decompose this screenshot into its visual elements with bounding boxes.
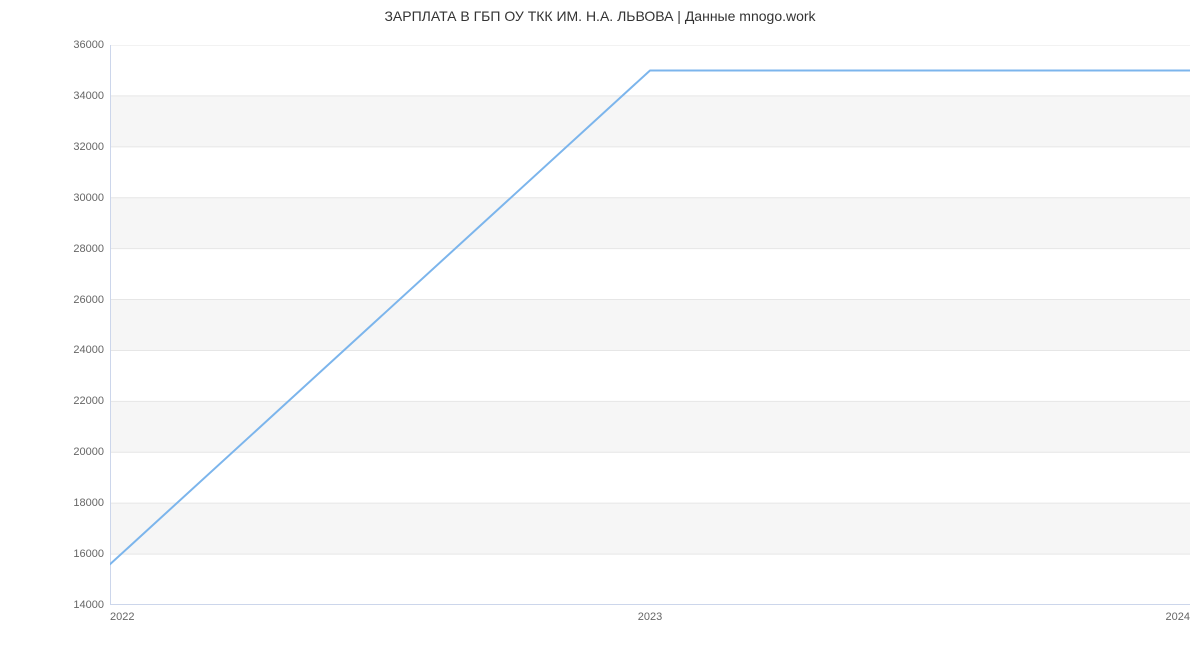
y-tick-label: 16000: [73, 548, 110, 560]
y-tick-label: 20000: [73, 446, 110, 458]
plot-svg: [110, 45, 1190, 605]
salary-line-chart: ЗАРПЛАТА В ГБП ОУ ТКК ИМ. Н.А. ЛЬВОВА | …: [0, 0, 1200, 650]
y-tick-label: 18000: [73, 497, 110, 509]
y-tick-label: 22000: [73, 395, 110, 407]
plot-area: 1400016000180002000022000240002600028000…: [110, 45, 1190, 605]
y-tick-label: 36000: [73, 39, 110, 51]
y-tick-label: 34000: [73, 90, 110, 102]
y-tick-label: 26000: [73, 294, 110, 306]
x-tick-label: 2022: [110, 605, 134, 623]
y-tick-label: 28000: [73, 243, 110, 255]
y-tick-label: 30000: [73, 192, 110, 204]
y-tick-label: 24000: [73, 344, 110, 356]
x-tick-label: 2023: [638, 605, 662, 623]
y-tick-label: 32000: [73, 141, 110, 153]
x-tick-label: 2024: [1166, 605, 1190, 623]
chart-title: ЗАРПЛАТА В ГБП ОУ ТКК ИМ. Н.А. ЛЬВОВА | …: [0, 8, 1200, 24]
y-tick-label: 14000: [73, 599, 110, 611]
